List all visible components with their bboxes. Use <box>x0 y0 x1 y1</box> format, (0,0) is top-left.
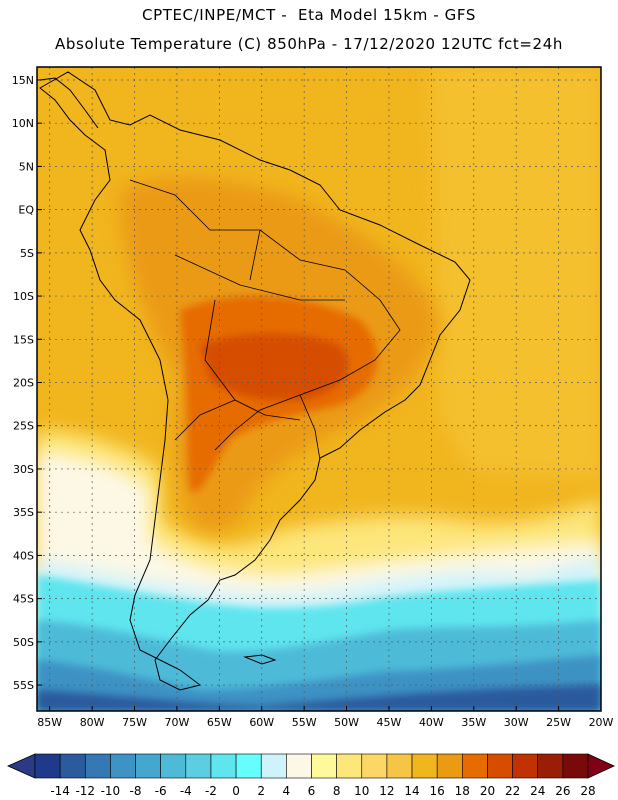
lat-label: 10S <box>13 290 34 303</box>
lon-label: 25W <box>546 716 571 729</box>
falklands-coast <box>243 654 277 665</box>
lon-label: 45W <box>377 716 402 729</box>
colorbar-swatch <box>311 753 337 779</box>
temperature-field <box>37 67 601 711</box>
colorbar-label: 24 <box>530 784 545 798</box>
south-america-coast <box>39 71 471 691</box>
lat-label: 5S <box>20 247 34 260</box>
colorbar-swatch <box>185 753 212 779</box>
lon-label: 70W <box>165 716 190 729</box>
lon-label: 35W <box>461 716 486 729</box>
colorbar-swatch <box>135 753 161 779</box>
colorbar-label: 8 <box>333 784 341 798</box>
lat-label: 35S <box>13 506 34 519</box>
colorbar-swatch <box>286 753 312 779</box>
coastlines <box>39 71 471 691</box>
colorbar-swatch <box>411 753 438 779</box>
lat-label: 20S <box>13 377 34 390</box>
colorbar-swatch <box>562 753 589 779</box>
colorbar-label: 0 <box>232 784 240 798</box>
field-band-m12 <box>37 685 601 711</box>
chart-title-line1: CPTEC/INPE/MCT - Eta Model 15km - GFS <box>142 6 476 24</box>
colorbar-swatch <box>110 753 136 779</box>
colorbar-swatch <box>537 753 564 779</box>
lon-label: 80W <box>80 716 105 729</box>
lat-label: 55S <box>13 679 34 692</box>
colorbar-swatch <box>59 753 86 779</box>
map-frame <box>36 66 602 712</box>
colorbar-label: 28 <box>580 784 595 798</box>
colorbar-label: -2 <box>205 784 217 798</box>
colorbar-swatch <box>84 753 111 779</box>
colorbar-swatch <box>160 753 187 779</box>
colorbar-swatch <box>336 753 363 779</box>
colorbar-swatch <box>436 753 463 779</box>
lon-label: 30W <box>504 716 529 729</box>
colorbar-label: -12 <box>75 784 95 798</box>
colorbar-overflow-arrow <box>587 753 615 779</box>
colorbar-swatch <box>512 753 539 779</box>
lat-label: 15N <box>12 74 34 87</box>
colorbar-label: -14 <box>50 784 70 798</box>
chart-title-line2: Absolute Temperature (C) 850hPa - 17/12/… <box>55 35 563 53</box>
colorbar-label: 26 <box>555 784 570 798</box>
lon-label: 20W <box>589 716 614 729</box>
colorbar-swatch <box>260 753 287 779</box>
colorbar-label: 10 <box>354 784 369 798</box>
lon-label: 75W <box>122 716 147 729</box>
colorbar-label: 2 <box>257 784 265 798</box>
lon-label: 65W <box>207 716 232 729</box>
country-borders <box>129 179 401 461</box>
longitude-labels: 85W 80W 75W 70W 65W 60W 55W 50W 45W 40W 35W 30W 25W 2… <box>37 706 614 729</box>
lat-label: 40S <box>13 549 34 562</box>
gridlines <box>37 67 601 711</box>
colorbar-label: -10 <box>101 784 121 798</box>
lat-label: 15S <box>13 333 34 346</box>
colorbar-swatch <box>361 753 388 779</box>
central-america-coast <box>39 77 99 129</box>
lat-label: 30S <box>13 463 34 476</box>
colorbar-swatch <box>34 753 61 779</box>
colorbar-underflow-arrow <box>7 753 36 779</box>
colorbar: -14 -12 -10 -8 -6 -4 -2 0 2 4 6 8 10 12 14 16 18 20 22 24 26… <box>7 753 615 798</box>
lon-label: 55W <box>292 716 317 729</box>
field-continent-22 <box>200 333 348 401</box>
lat-label: EQ <box>18 204 34 217</box>
colorbar-label: -4 <box>180 784 192 798</box>
field-atlantic <box>430 67 601 480</box>
colorbar-label: 16 <box>430 784 445 798</box>
colorbar-swatch <box>210 753 237 779</box>
colorbar-label: 6 <box>308 784 316 798</box>
colorbar-label: 18 <box>455 784 470 798</box>
colorbar-label: 22 <box>505 784 520 798</box>
colorbar-label: 20 <box>480 784 495 798</box>
lat-label: 45S <box>13 593 34 606</box>
lon-label: 40W <box>419 716 444 729</box>
lat-label: 50S <box>13 636 34 649</box>
lat-label: 5N <box>19 160 34 173</box>
lon-label: 50W <box>334 716 359 729</box>
lat-label: 10N <box>12 117 34 130</box>
colorbar-label: -8 <box>130 784 142 798</box>
latitude-labels: 15N 10N 5N EQ 5S 10S 15S 20S 25S 30S 35S 40S 45S 50S 5… <box>12 74 42 692</box>
colorbar-label: -6 <box>155 784 167 798</box>
colorbar-swatch <box>386 753 413 779</box>
colorbar-label: 14 <box>404 784 419 798</box>
colorbar-swatch <box>487 753 513 779</box>
colorbar-swatch <box>462 753 488 779</box>
colorbar-label: 12 <box>379 784 394 798</box>
lat-label: 25S <box>13 420 34 433</box>
colorbar-swatch <box>235 753 262 779</box>
lon-label: 85W <box>37 716 62 729</box>
lon-label: 60W <box>249 716 274 729</box>
colorbar-label: 4 <box>283 784 291 798</box>
